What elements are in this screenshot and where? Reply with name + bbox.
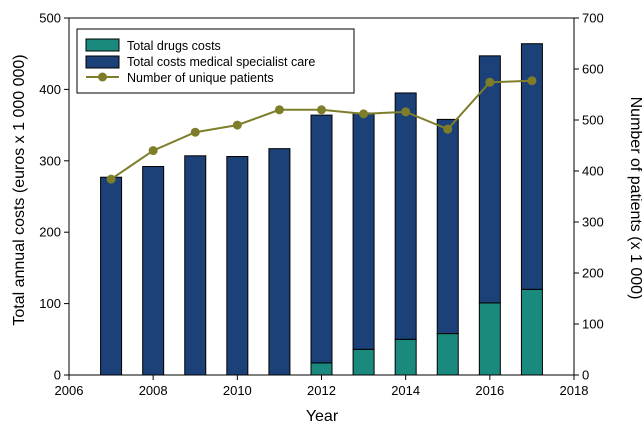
legend: Total drugs costs Total costs medical sp… [76,28,355,94]
patients-point-2010 [232,120,242,130]
y-tick-label-500: 500 [39,11,61,26]
bar-specialist-2010 [226,156,249,376]
bar-specialist-2016 [478,55,501,304]
y2-tick-label-100: 100 [582,317,604,332]
y2-tick-label-400: 400 [582,164,604,179]
y2-tick-label-200: 200 [582,266,604,281]
legend-box [76,28,355,94]
y-tick-label-100: 100 [39,296,61,311]
x-tick-label-2006: 2006 [55,383,84,398]
patients-point-2013 [359,109,369,119]
legend-swatch-specialist [85,55,120,69]
patients-point-2015 [443,124,453,134]
x-axis-title: Year [306,408,339,425]
bar-drugs-2016 [478,302,501,376]
x-tick-label-2010: 2010 [223,383,252,398]
bars-layer [100,43,543,376]
legend-label-patients: Number of unique patients [127,71,274,85]
patients-point-2009 [190,127,200,137]
bar-specialist-2014 [394,92,417,340]
bar-specialist-2009 [184,155,207,376]
bar-drugs-2013 [352,348,375,376]
y-tick-label-0: 0 [54,368,61,383]
bar-drugs-2012 [310,362,333,376]
x-tick-label-2012: 2012 [307,383,336,398]
bar-drugs-2014 [394,338,417,376]
x-tick-label-2008: 2008 [139,383,168,398]
y-tick-label-300: 300 [39,153,61,168]
bar-specialist-2007 [100,176,123,376]
patients-line-layer [106,76,537,184]
legend-swatch-drugs [85,38,120,52]
bar-specialist-2015 [436,118,459,335]
bar-specialist-2011 [268,148,291,376]
x-tick-label-2016: 2016 [475,383,504,398]
y2-tick-label-300: 300 [582,215,604,230]
patients-point-2007 [106,174,116,184]
patients-point-2008 [148,146,158,156]
legend-swatch-patients-marker [98,72,107,82]
x-tick-label-2018: 2018 [560,383,589,398]
legend-label-drugs: Total drugs costs [127,39,221,53]
y-axis-title-left: Total annual costs (euros x 1 000 000) [11,54,28,325]
patients-point-2017 [527,76,537,86]
y2-tick-label-0: 0 [582,368,589,383]
y2-tick-label-700: 700 [582,11,604,26]
patients-point-2016 [485,77,495,87]
legend-label-specialist: Total costs medical specialist care [127,55,315,69]
bar-specialist-2013 [352,112,375,350]
patients-point-2011 [274,105,284,115]
patients-point-2014 [401,107,411,117]
bar-drugs-2015 [436,333,459,376]
bar-specialist-2008 [142,166,165,376]
y2-tick-label-500: 500 [582,113,604,128]
patients-point-2012 [317,105,326,115]
y-axis-title-right: Number of patients (x 1 000) [627,97,642,300]
x-tick-label-2014: 2014 [391,383,420,398]
axes-layer: 2006 2008 2010 2012 2014 2016 2018010020030040… [39,11,603,399]
bar-specialist-2012 [310,114,333,364]
bar-specialist-2017 [520,43,543,290]
y-tick-label-200: 200 [39,225,61,240]
y2-tick-label-600: 600 [582,62,604,77]
bar-drugs-2017 [520,288,543,376]
y-tick-label-400: 400 [39,82,61,97]
